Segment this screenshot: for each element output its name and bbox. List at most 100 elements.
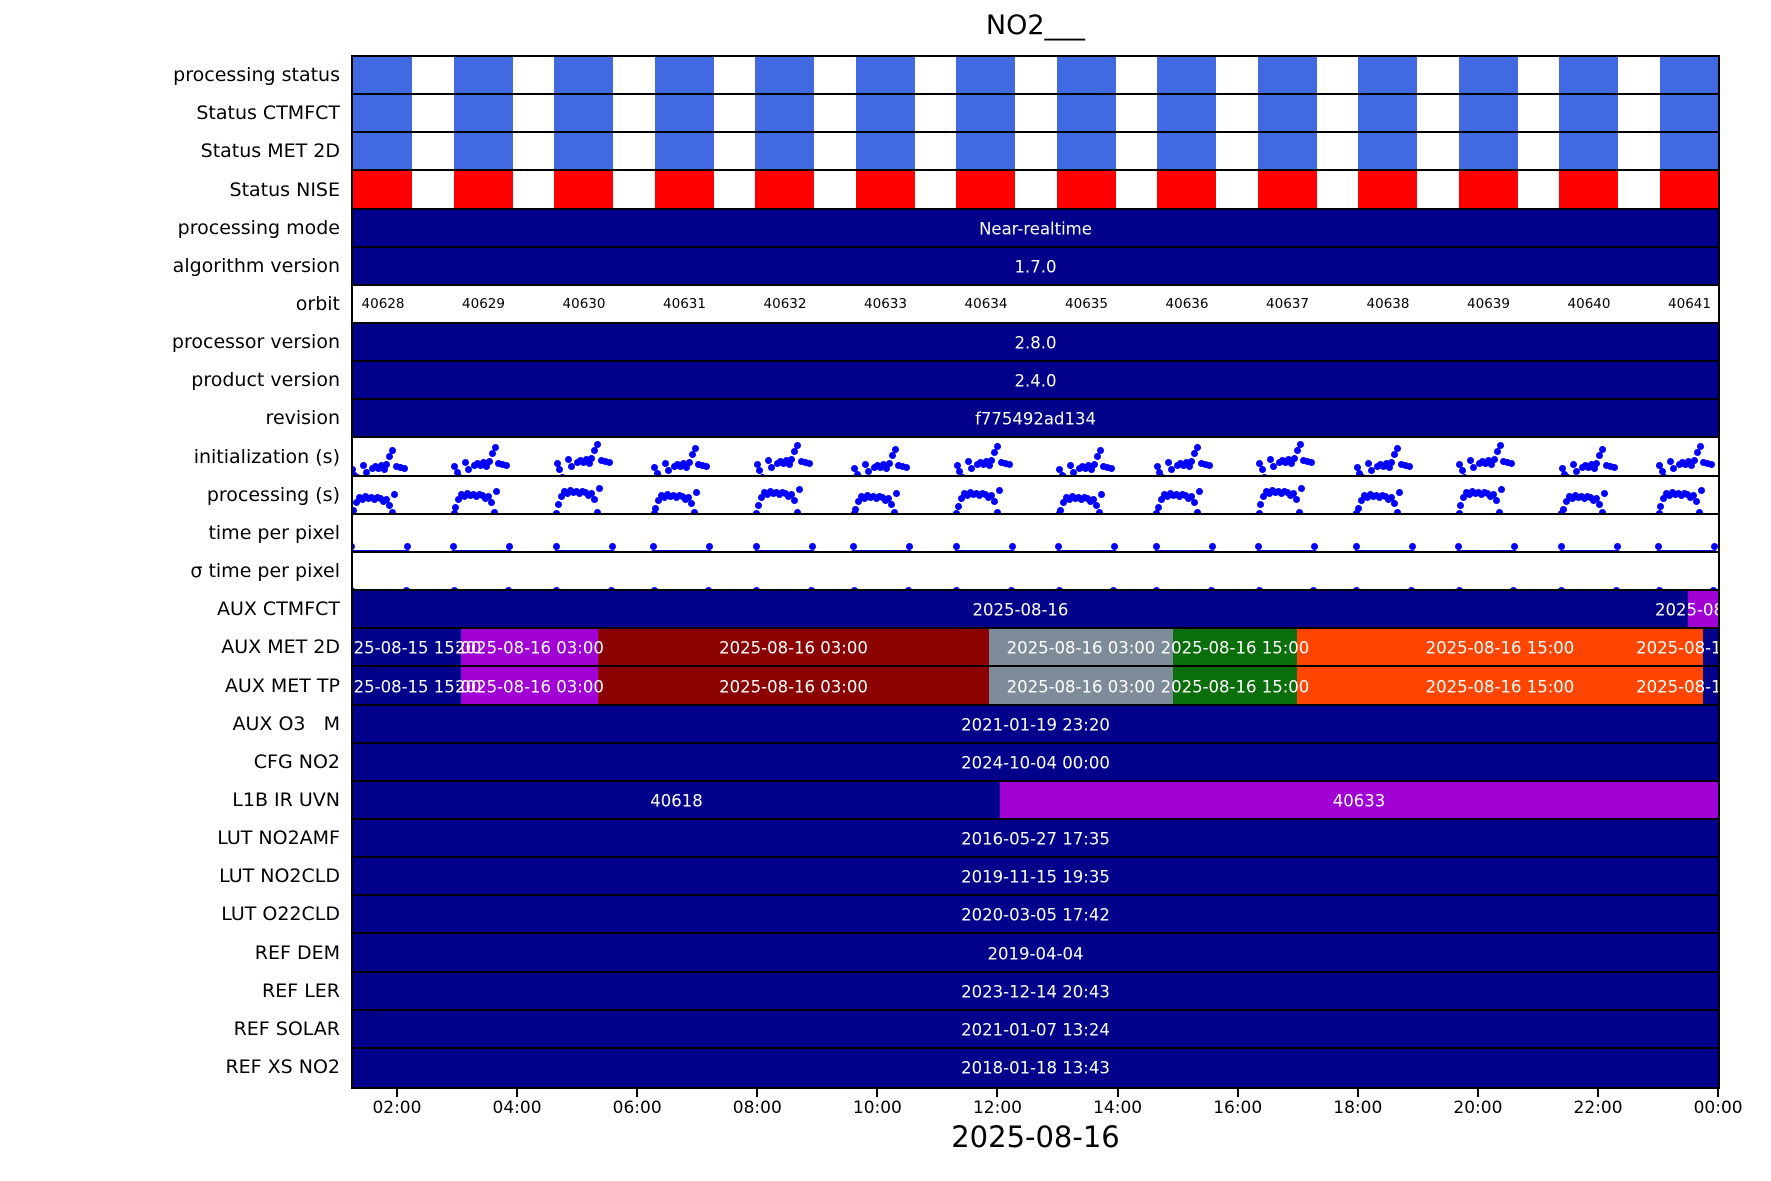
- data-point: [455, 495, 463, 503]
- data-point: [1208, 549, 1216, 551]
- data-point: [590, 495, 598, 503]
- x-tick-mark: [636, 1089, 639, 1097]
- data-point: [1110, 586, 1118, 589]
- data-point: [453, 468, 461, 475]
- row-status-nise: [353, 171, 1718, 210]
- orbit-number: 40628: [361, 296, 405, 312]
- data-point: [982, 457, 990, 465]
- data-point: [1370, 474, 1378, 475]
- data-point: [386, 452, 394, 460]
- data-point: [605, 458, 613, 466]
- orbit-number: 40639: [1467, 296, 1510, 312]
- x-tick-mark: [1597, 1089, 1600, 1097]
- status-block: [1659, 171, 1718, 208]
- data-point: [753, 586, 760, 589]
- segment-label: 1.7.0: [1014, 257, 1057, 277]
- data-point: [1153, 509, 1160, 513]
- data-point: [1600, 489, 1608, 497]
- data-point: [703, 462, 711, 470]
- data-point: [685, 493, 693, 501]
- segment-label: 2025-08-16 15:00: [1425, 638, 1575, 658]
- data-point: [865, 467, 873, 475]
- row-label-ref-dem: REF DEM: [254, 941, 340, 964]
- data-point: [1293, 495, 1301, 503]
- data-point: [1696, 442, 1704, 450]
- data-point: [1197, 459, 1205, 467]
- row-initialization-s: [353, 438, 1718, 477]
- status-block: [1358, 95, 1417, 131]
- data-point: [885, 494, 893, 502]
- data-point: [791, 447, 799, 455]
- data-point: [1310, 586, 1318, 589]
- status-block: [654, 95, 714, 131]
- data-point: [1397, 460, 1405, 468]
- data-point: [699, 461, 707, 469]
- orbit-number: 40630: [562, 296, 606, 312]
- data-point: [1093, 452, 1101, 460]
- data-point: [891, 508, 899, 513]
- data-point: [585, 459, 593, 467]
- data-point: [1353, 463, 1361, 471]
- data-point: [895, 461, 903, 469]
- data-point: [665, 466, 673, 474]
- data-point: [757, 493, 765, 501]
- segment-label: 2025-08-15 15:00: [353, 638, 482, 658]
- status-block: [453, 133, 513, 169]
- data-point: [1587, 460, 1595, 468]
- data-point: [1496, 508, 1504, 513]
- data-point: [1008, 542, 1016, 550]
- data-point: [953, 461, 961, 469]
- status-block: [1559, 133, 1618, 169]
- data-point: [392, 462, 400, 470]
- data-point: [953, 586, 960, 589]
- status-block: [1056, 95, 1116, 131]
- data-point: [662, 459, 670, 467]
- data-point: [1256, 459, 1263, 467]
- data-point: [564, 455, 572, 463]
- data-point: [1367, 466, 1375, 474]
- data-point: [1382, 459, 1390, 467]
- data-point: [956, 467, 964, 475]
- data-point: [1658, 467, 1666, 475]
- status-block: [1458, 57, 1518, 93]
- status-block: [855, 171, 915, 208]
- segment-label: 2025-08-17: [1655, 600, 1718, 620]
- data-point: [985, 461, 993, 469]
- data-point: [1602, 461, 1610, 469]
- data-point: [1057, 506, 1064, 513]
- data-point: [756, 466, 764, 474]
- data-point: [1557, 542, 1565, 550]
- data-point: [563, 489, 571, 497]
- data-point: [553, 586, 560, 589]
- data-point: [1070, 468, 1078, 475]
- data-point: [1613, 549, 1621, 551]
- data-point: [1511, 549, 1519, 551]
- segment-label: Near-realtime: [979, 219, 1092, 239]
- data-point: [365, 474, 373, 475]
- segment-label: 2024-10-04 00:00: [961, 753, 1110, 773]
- data-point: [1154, 503, 1162, 511]
- data-point: [1656, 461, 1663, 469]
- data-point: [850, 586, 858, 589]
- orbit-number: 40637: [1266, 296, 1309, 312]
- status-block: [1559, 95, 1618, 131]
- data-point: [400, 464, 408, 472]
- timeline-segment: [1296, 629, 1703, 665]
- segment-label: 2.4.0: [1014, 371, 1057, 391]
- row-l1b-ir-uvn: 40618 40633: [353, 782, 1718, 820]
- data-point: [885, 459, 893, 467]
- row-processing-s: [353, 477, 1718, 515]
- data-point: [1261, 473, 1269, 475]
- data-point: [505, 586, 513, 589]
- data-point: [450, 509, 458, 513]
- data-point: [1493, 447, 1501, 455]
- status-block: [1458, 133, 1518, 169]
- data-point: [787, 490, 795, 498]
- timeline-segment: [1687, 591, 1718, 627]
- data-point: [1590, 464, 1598, 472]
- data-point: [1267, 455, 1275, 463]
- data-point: [683, 463, 691, 471]
- data-point: [990, 497, 998, 505]
- data-point: [383, 460, 391, 468]
- status-block: [1056, 133, 1116, 169]
